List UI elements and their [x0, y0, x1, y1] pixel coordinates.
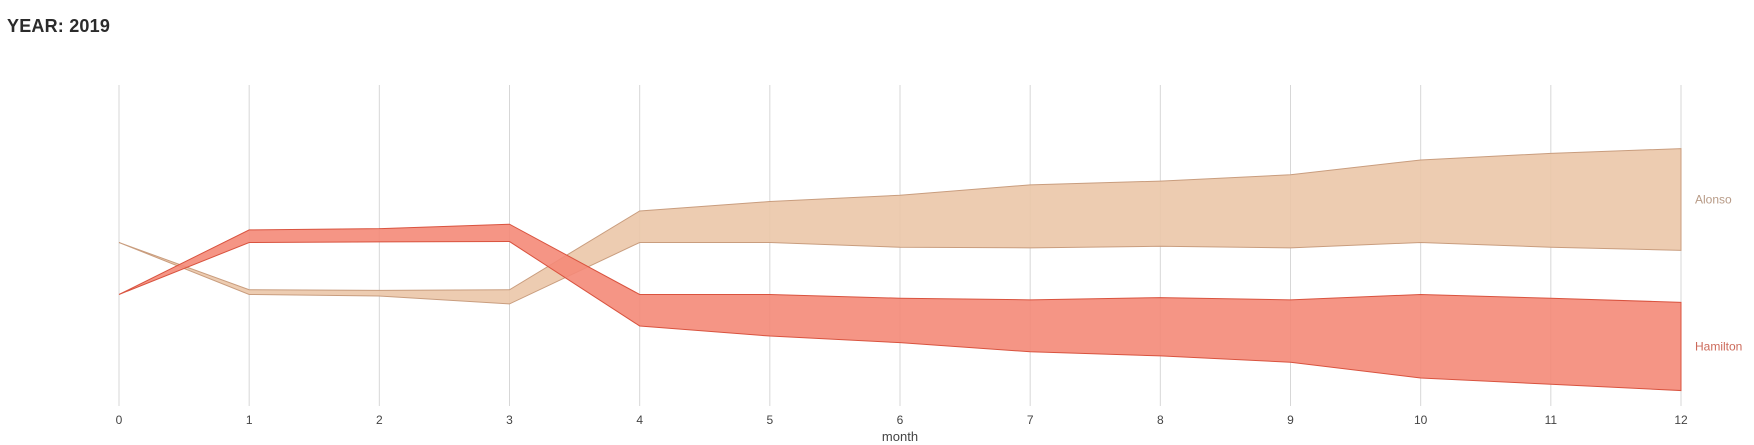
- series-areas: [118, 148, 1682, 392]
- x-tick-label-8: 8: [1157, 413, 1164, 427]
- series-label-alonso: Alonso: [1695, 193, 1732, 207]
- x-tick-label-11: 11: [1545, 413, 1558, 427]
- series-labels: Alonso Hamilton: [1695, 193, 1742, 354]
- x-tick-label-7: 7: [1027, 413, 1034, 427]
- x-tick-label-4: 4: [636, 413, 643, 427]
- area-alonso: [118, 148, 1682, 305]
- x-tick-label-3: 3: [506, 413, 513, 427]
- series-label-hamilton: Hamilton: [1695, 339, 1742, 353]
- x-tick-label-10: 10: [1414, 413, 1428, 427]
- x-tick-label-0: 0: [116, 413, 123, 427]
- x-axis-ticks: 0 1 2 3 4 5 6 7 8 9 10 11 12: [116, 413, 1688, 427]
- page-title: YEAR: 2019: [7, 16, 111, 36]
- x-tick-label-6: 6: [897, 413, 904, 427]
- area-hamilton: [118, 223, 1682, 392]
- x-tick-label-12: 12: [1674, 413, 1688, 427]
- x-tick-label-5: 5: [766, 413, 773, 427]
- x-tick-label-9: 9: [1287, 413, 1294, 427]
- x-axis-title: month: [882, 429, 918, 444]
- x-tick-label-2: 2: [376, 413, 383, 427]
- x-tick-label-1: 1: [246, 413, 253, 427]
